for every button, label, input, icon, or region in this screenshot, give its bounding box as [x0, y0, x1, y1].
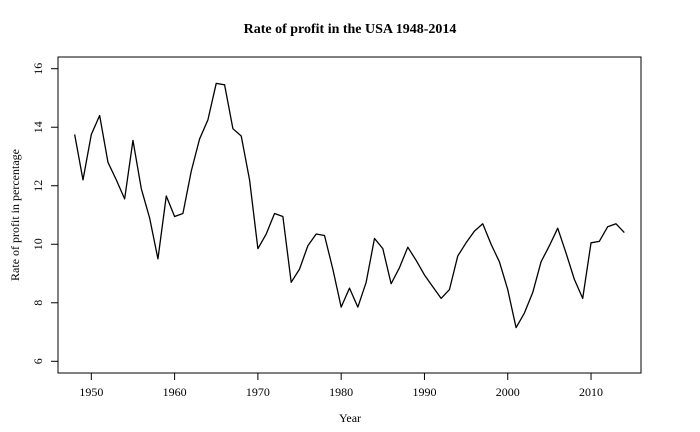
series-line: [74, 82, 625, 329]
y-tick-label: 6: [31, 358, 45, 364]
x-tick-label: 2010: [579, 385, 603, 399]
plot-frame: [57, 56, 642, 374]
x-tick-label: 2000: [496, 385, 520, 399]
y-tick-label: 12: [31, 180, 45, 192]
y-tick-label: 10: [31, 238, 45, 250]
x-tick-label: 1990: [412, 385, 436, 399]
y-tick-label: 8: [31, 300, 45, 306]
chart-title: Rate of profit in the USA 1948-2014: [244, 22, 457, 37]
y-axis-label: Rate of profit in percentage: [8, 149, 22, 281]
x-axis: 1950 1960 1970 1980 1990 2000 2010: [79, 373, 603, 399]
x-axis-label: Year: [339, 411, 361, 425]
y-tick-label: 16: [31, 63, 45, 75]
x-tick-label: 1960: [163, 385, 187, 399]
x-tick-label: 1950: [79, 385, 103, 399]
y-tick-label: 14: [31, 121, 45, 133]
series-layer: [74, 82, 625, 329]
x-tick-label: 1970: [246, 385, 270, 399]
x-tick-label: 1980: [329, 385, 353, 399]
y-axis: 6 8 10 12 14 16: [31, 63, 58, 364]
